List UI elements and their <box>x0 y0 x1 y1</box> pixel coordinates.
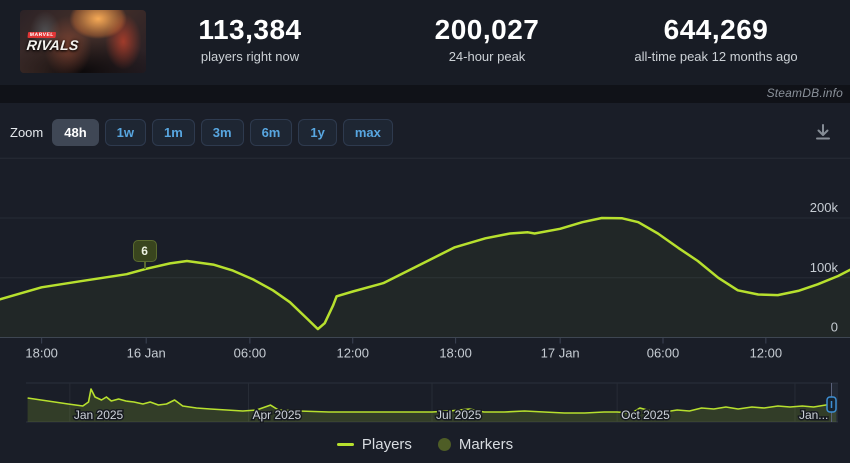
navigator-date-label: Apr 2025 <box>252 408 301 422</box>
zoom-range-48h[interactable]: 48h <box>52 118 99 146</box>
zoom-range-1w[interactable]: 1w <box>104 118 146 146</box>
players-chart-svg: 18:00 16 Jan 06:00 12:00 18:00 17 Jan 06:00 12:… <box>0 157 850 361</box>
game-logo: MARVEL RIVALS <box>26 32 80 53</box>
zoom-range-1m[interactable]: 1m <box>151 118 195 146</box>
navigator-date-label: Jan 2025 <box>74 408 124 422</box>
game-art-image <box>20 10 146 73</box>
zoom-range-max[interactable]: max <box>342 118 393 146</box>
stat-24-hour-peak: 200,027 24-hour peak <box>435 14 540 64</box>
x-tick-label: 12:00 <box>750 346 783 361</box>
legend-label: Markers <box>458 436 514 453</box>
download-chart-button[interactable] <box>812 119 838 145</box>
app-header: MARVEL RIVALS 113,384 players right now … <box>0 0 850 85</box>
navigator-date-label: Oct 2025 <box>621 408 670 422</box>
stat-all-time-peak: 644,269 all-time peak 12 months ago <box>634 14 797 64</box>
navigator-svg: Jan 2025 Apr 2025 Jul 2025 Oct 2025 Jan... <box>26 382 838 424</box>
navigator-area-fill <box>27 389 837 422</box>
stat-caption: players right now <box>200 49 300 64</box>
legend-item-players[interactable]: Players <box>336 436 412 453</box>
zoom-range-1y[interactable]: 1y <box>298 118 337 146</box>
legend-label: Players <box>361 436 412 453</box>
x-tick-label: 16 Jan <box>127 346 166 361</box>
x-tick-label: 06:00 <box>647 346 680 361</box>
players-line <box>0 216 850 331</box>
x-tick-label: 18:00 <box>439 346 472 361</box>
stat-caption: 24-hour peak <box>448 49 526 64</box>
players-area-fill <box>0 218 850 338</box>
steamdb-watermark: SteamDB.info <box>766 86 843 100</box>
navigator-date-label: Jul 2025 <box>436 408 482 422</box>
zoom-range-buttons: 48h 1w 1m 3m 6m 1y max <box>52 118 399 146</box>
zoom-label: Zoom <box>10 124 44 140</box>
brand-strip: SteamDB.info <box>0 85 850 103</box>
chart-legend: Players Markers <box>0 436 850 453</box>
y-tick-label: 200k <box>810 200 839 215</box>
marker-badge[interactable]: 6 <box>132 239 157 269</box>
players-chart[interactable]: 18:00 16 Jan 06:00 12:00 18:00 17 Jan 06:00 12:… <box>0 150 850 375</box>
stat-players-right-now: 113,384 players right now <box>198 14 301 64</box>
game-capsule[interactable]: MARVEL RIVALS <box>20 10 146 73</box>
legend-item-markers[interactable]: Markers <box>437 436 514 453</box>
x-tick-label: 12:00 <box>336 346 369 361</box>
markers-swatch-circle <box>437 438 451 451</box>
zoom-range-6m[interactable]: 6m <box>249 118 293 146</box>
stat-value: 200,027 <box>434 14 540 45</box>
x-tick-label: 06:00 <box>234 346 267 361</box>
x-tick-label: 17 Jan <box>541 346 580 361</box>
stat-value: 644,269 <box>663 14 769 45</box>
stat-value: 113,384 <box>198 14 302 45</box>
chart-navigator[interactable]: Jan 2025 Apr 2025 Jul 2025 Oct 2025 Jan... <box>0 376 850 424</box>
stat-caption: all-time peak 12 months ago <box>634 49 798 64</box>
zoom-range-3m[interactable]: 3m <box>200 118 244 146</box>
y-tick-label: 100k <box>810 260 839 275</box>
y-tick-label: 0 <box>831 320 838 335</box>
players-swatch-line <box>336 443 354 446</box>
x-tick-label: 18:00 <box>25 346 58 361</box>
zoom-toolbar: Zoom 48h 1w 1m 3m 6m 1y max <box>10 117 399 147</box>
game-title-logo: RIVALS <box>25 37 80 53</box>
navigator-line <box>27 388 837 414</box>
navigator-date-label: Jan... <box>799 408 828 422</box>
download-icon <box>816 124 830 140</box>
